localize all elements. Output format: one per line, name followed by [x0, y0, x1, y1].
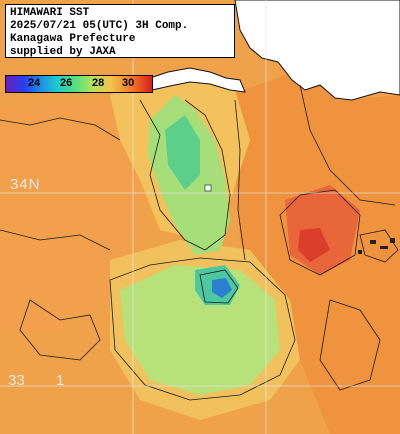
noise-speckles — [204, 184, 395, 254]
title-box: HIMAWARI SST 2025/07/21 05(UTC) 3H Comp.… — [5, 4, 235, 58]
longitude-label: 1 — [56, 372, 65, 389]
scale-tick-30: 30 — [122, 77, 135, 89]
land-coast-left — [149, 67, 246, 93]
cold-core-north — [165, 115, 200, 190]
scale-tick-24: 24 — [28, 77, 41, 89]
title-line-3: Kanagawa Prefecture — [10, 33, 136, 45]
contour-lines — [0, 84, 399, 401]
latitude-label-34n: 34N — [10, 176, 41, 193]
land-mass — [234, 0, 400, 101]
title-line-1: HIMAWARI SST — [10, 7, 90, 19]
scale-tick-28: 28 — [92, 77, 105, 89]
scale-tick-26: 26 — [60, 77, 73, 89]
latitude-label-33: 33 — [8, 372, 25, 389]
cool-south-lobe — [120, 265, 280, 395]
hot-core — [298, 228, 330, 262]
title-line-4: supplied by JAXA — [10, 46, 116, 58]
cold-spot-center — [212, 278, 232, 298]
title-line-2: 2025/07/21 05(UTC) 3H Comp. — [10, 20, 189, 32]
color-scale-bar: 24 26 28 30 — [5, 75, 153, 93]
